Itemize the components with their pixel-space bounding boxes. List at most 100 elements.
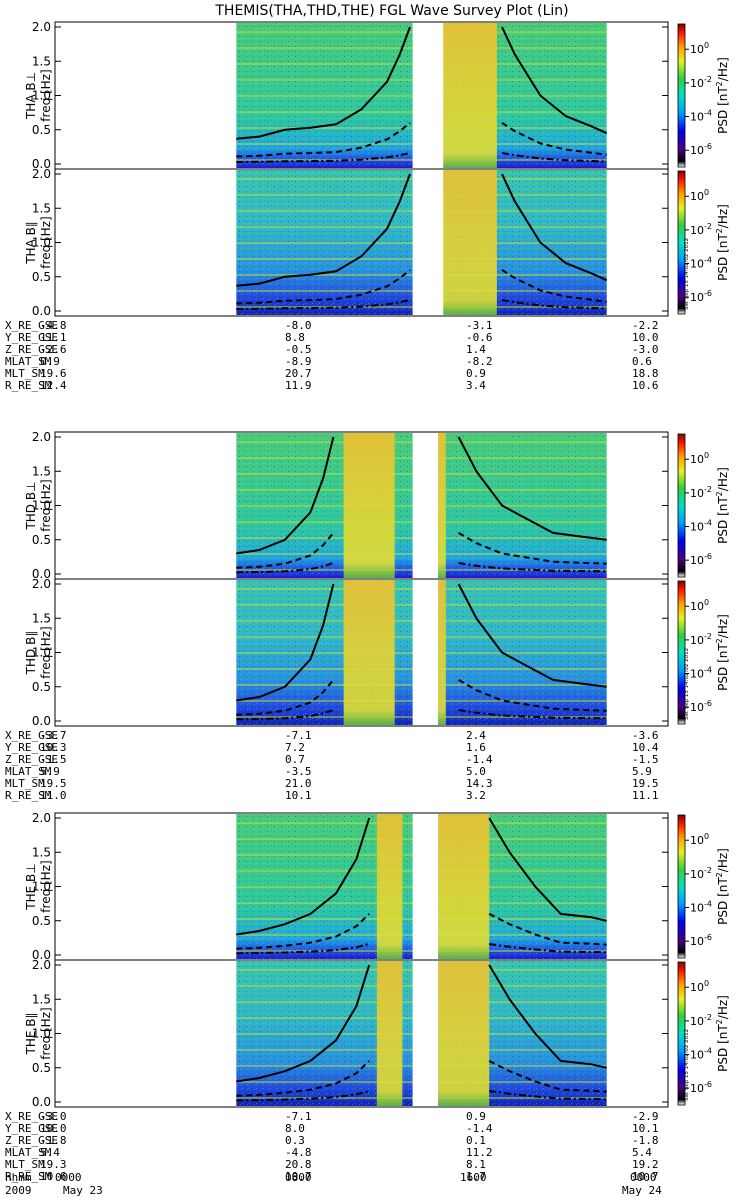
orbit-row-label: MLT_SM [5, 1158, 45, 1171]
orbit-value: -3.1 [466, 319, 493, 332]
colorbar-tick-label: 100 [690, 832, 709, 847]
y-tick-label: 1.0 [32, 499, 51, 513]
freq-axis-label: freq [Hz] [39, 860, 53, 912]
gyrofrequency-curve [501, 173, 608, 282]
harmonic-curve-dashed [458, 679, 607, 712]
orbit-value: 3.4 [466, 379, 486, 392]
orbit-value: 10.0 [632, 331, 659, 344]
harmonic-curve-dashed [236, 122, 411, 158]
time-tick-label: 0800 [285, 1171, 312, 1184]
orbit-value: 0.9 [466, 367, 486, 380]
orbit-value: 1.7 [466, 1170, 486, 1183]
spectrogram-panel: 0.0 0.5 1.0 1.5 2.0 THD B⊥ freq [Hz] 100 10-2 10-… [24, 430, 730, 581]
y-tick-label: 2.0 [32, 958, 51, 972]
colorbar-scale [677, 23, 686, 168]
orbit-value: -1.4 [466, 753, 493, 766]
colorbar-label: PSD [nT2/Hz] [715, 204, 730, 281]
orbit-value: -8.0 [285, 319, 312, 332]
colorbar-tick-label: 10-4 [690, 109, 712, 124]
orbit-value: 0.7 [285, 753, 305, 766]
gyrofrequency-curve [236, 173, 411, 287]
y-tick-label: 2.0 [32, 577, 51, 591]
y-tick-label: 1.5 [32, 992, 51, 1006]
orbit-row-label: MLAT_SM [5, 765, 52, 778]
gyrofrequency-curve [236, 436, 335, 555]
colorbar-tick-label: 100 [690, 188, 709, 203]
harmonic-curve-dashed [236, 532, 335, 569]
harmonic-curve-dashed [501, 122, 607, 156]
orbit-value: 0.3 [285, 1134, 305, 1147]
orbit-row-label: Y_RE_GSE [5, 741, 58, 754]
gyrofrequency-curve [488, 817, 607, 922]
orbit-value: 0.6 [632, 355, 652, 368]
orbit-row-label: R_RE_SM [5, 1170, 52, 1183]
spectrogram-panel: 0.0 0.5 1.0 1.5 2.0 THE B⊥ freq [Hz] 100 10-2 10-… [24, 811, 730, 962]
orbit-value: 10.7 [632, 1170, 659, 1183]
y-tick-label: 0.5 [32, 123, 51, 137]
orbit-row-label: Y_RE_GSE [5, 1122, 58, 1135]
gyrofrequency-curve [457, 583, 607, 688]
colorbar-scale [677, 814, 686, 959]
emission-band [438, 580, 446, 725]
y-tick-label: 1.5 [32, 54, 51, 68]
orbit-value: -0.5 [285, 343, 312, 356]
orbit-value: 0.1 [466, 1134, 486, 1147]
orbit-value: 20.8 [285, 1158, 312, 1171]
y-tick-label: 0.5 [32, 680, 51, 694]
orbit-value: 5.4 [40, 1146, 60, 1159]
orbit-value: -3.0 [40, 1110, 67, 1123]
y-tick-label: 1.5 [32, 464, 51, 478]
colorbar-scale [677, 580, 686, 725]
harmonic-curve-dashdot [458, 709, 607, 720]
colorbar-tick-label: 10-6 [690, 699, 712, 714]
orbit-value: 8.0 [285, 1122, 305, 1135]
panel-label: THE B∥ [24, 1013, 38, 1056]
orbit-value: -2.9 [632, 1110, 659, 1123]
freq-axis-label: freq [Hz] [39, 1007, 53, 1059]
data-gap [412, 23, 444, 168]
emission-band [438, 23, 497, 168]
colorbar-tick-label: 10-6 [690, 933, 712, 948]
orbit-value: 5.0 [466, 765, 486, 778]
colorbar-label: PSD [nT2/Hz] [715, 614, 730, 691]
gyrofrequency-curve [236, 26, 411, 140]
colorbar-scale [677, 433, 686, 578]
gyrofrequency-curve [236, 964, 371, 1083]
timestamp-stamp: Sat Sep 15 14:02:02 2012 [684, 1029, 690, 1101]
orbit-value: 11.2 [466, 1146, 493, 1159]
colorbar-tick-label: 10-6 [690, 552, 712, 567]
orbit-value: -1.5 [632, 753, 659, 766]
orbit-value: 8.8 [285, 331, 305, 344]
orbit-value: 19.6 [40, 367, 67, 380]
time-tick-label: 0000 [630, 1171, 657, 1184]
orbit-value: 0.9 [40, 355, 60, 368]
orbit-value: 12.4 [40, 379, 67, 392]
harmonic-curve-dashdot [236, 152, 411, 163]
y-tick-label: 0.0 [32, 567, 51, 581]
orbit-value: 19.5 [632, 777, 659, 790]
orbit-value: -3.0 [632, 343, 659, 356]
orbit-value: -3.7 [40, 729, 67, 742]
time-tick-label: 0000 [55, 1171, 82, 1184]
emission-band [438, 433, 446, 578]
orbit-row-label: MLAT_SM [5, 1146, 52, 1159]
colorbar-tick-label: 10-4 [690, 1047, 712, 1062]
orbit-value: 10.1 [632, 1122, 659, 1135]
timestamp-stamp: Sat Sep 15 14:02:02 2012 [684, 238, 690, 310]
y-tick-label: 1.0 [32, 236, 51, 250]
orbit-value: -8.9 [285, 355, 312, 368]
time-row-label: hhmm [5, 1171, 32, 1184]
colorbar-tick-label: 10-2 [690, 1013, 712, 1028]
data-gap [412, 170, 444, 315]
colorbar-tick-label: 10-4 [690, 900, 712, 915]
figure-title: THEMIS(THA,THD,THE) FGL Wave Survey Plot… [214, 3, 568, 19]
colorbar-tick-label: 10-6 [690, 289, 712, 304]
y-tick-label: 1.5 [32, 201, 51, 215]
colorbar-tick-label: 10-4 [690, 519, 712, 534]
orbit-value: 5.9 [40, 765, 60, 778]
y-tick-label: 0.5 [32, 1061, 51, 1075]
